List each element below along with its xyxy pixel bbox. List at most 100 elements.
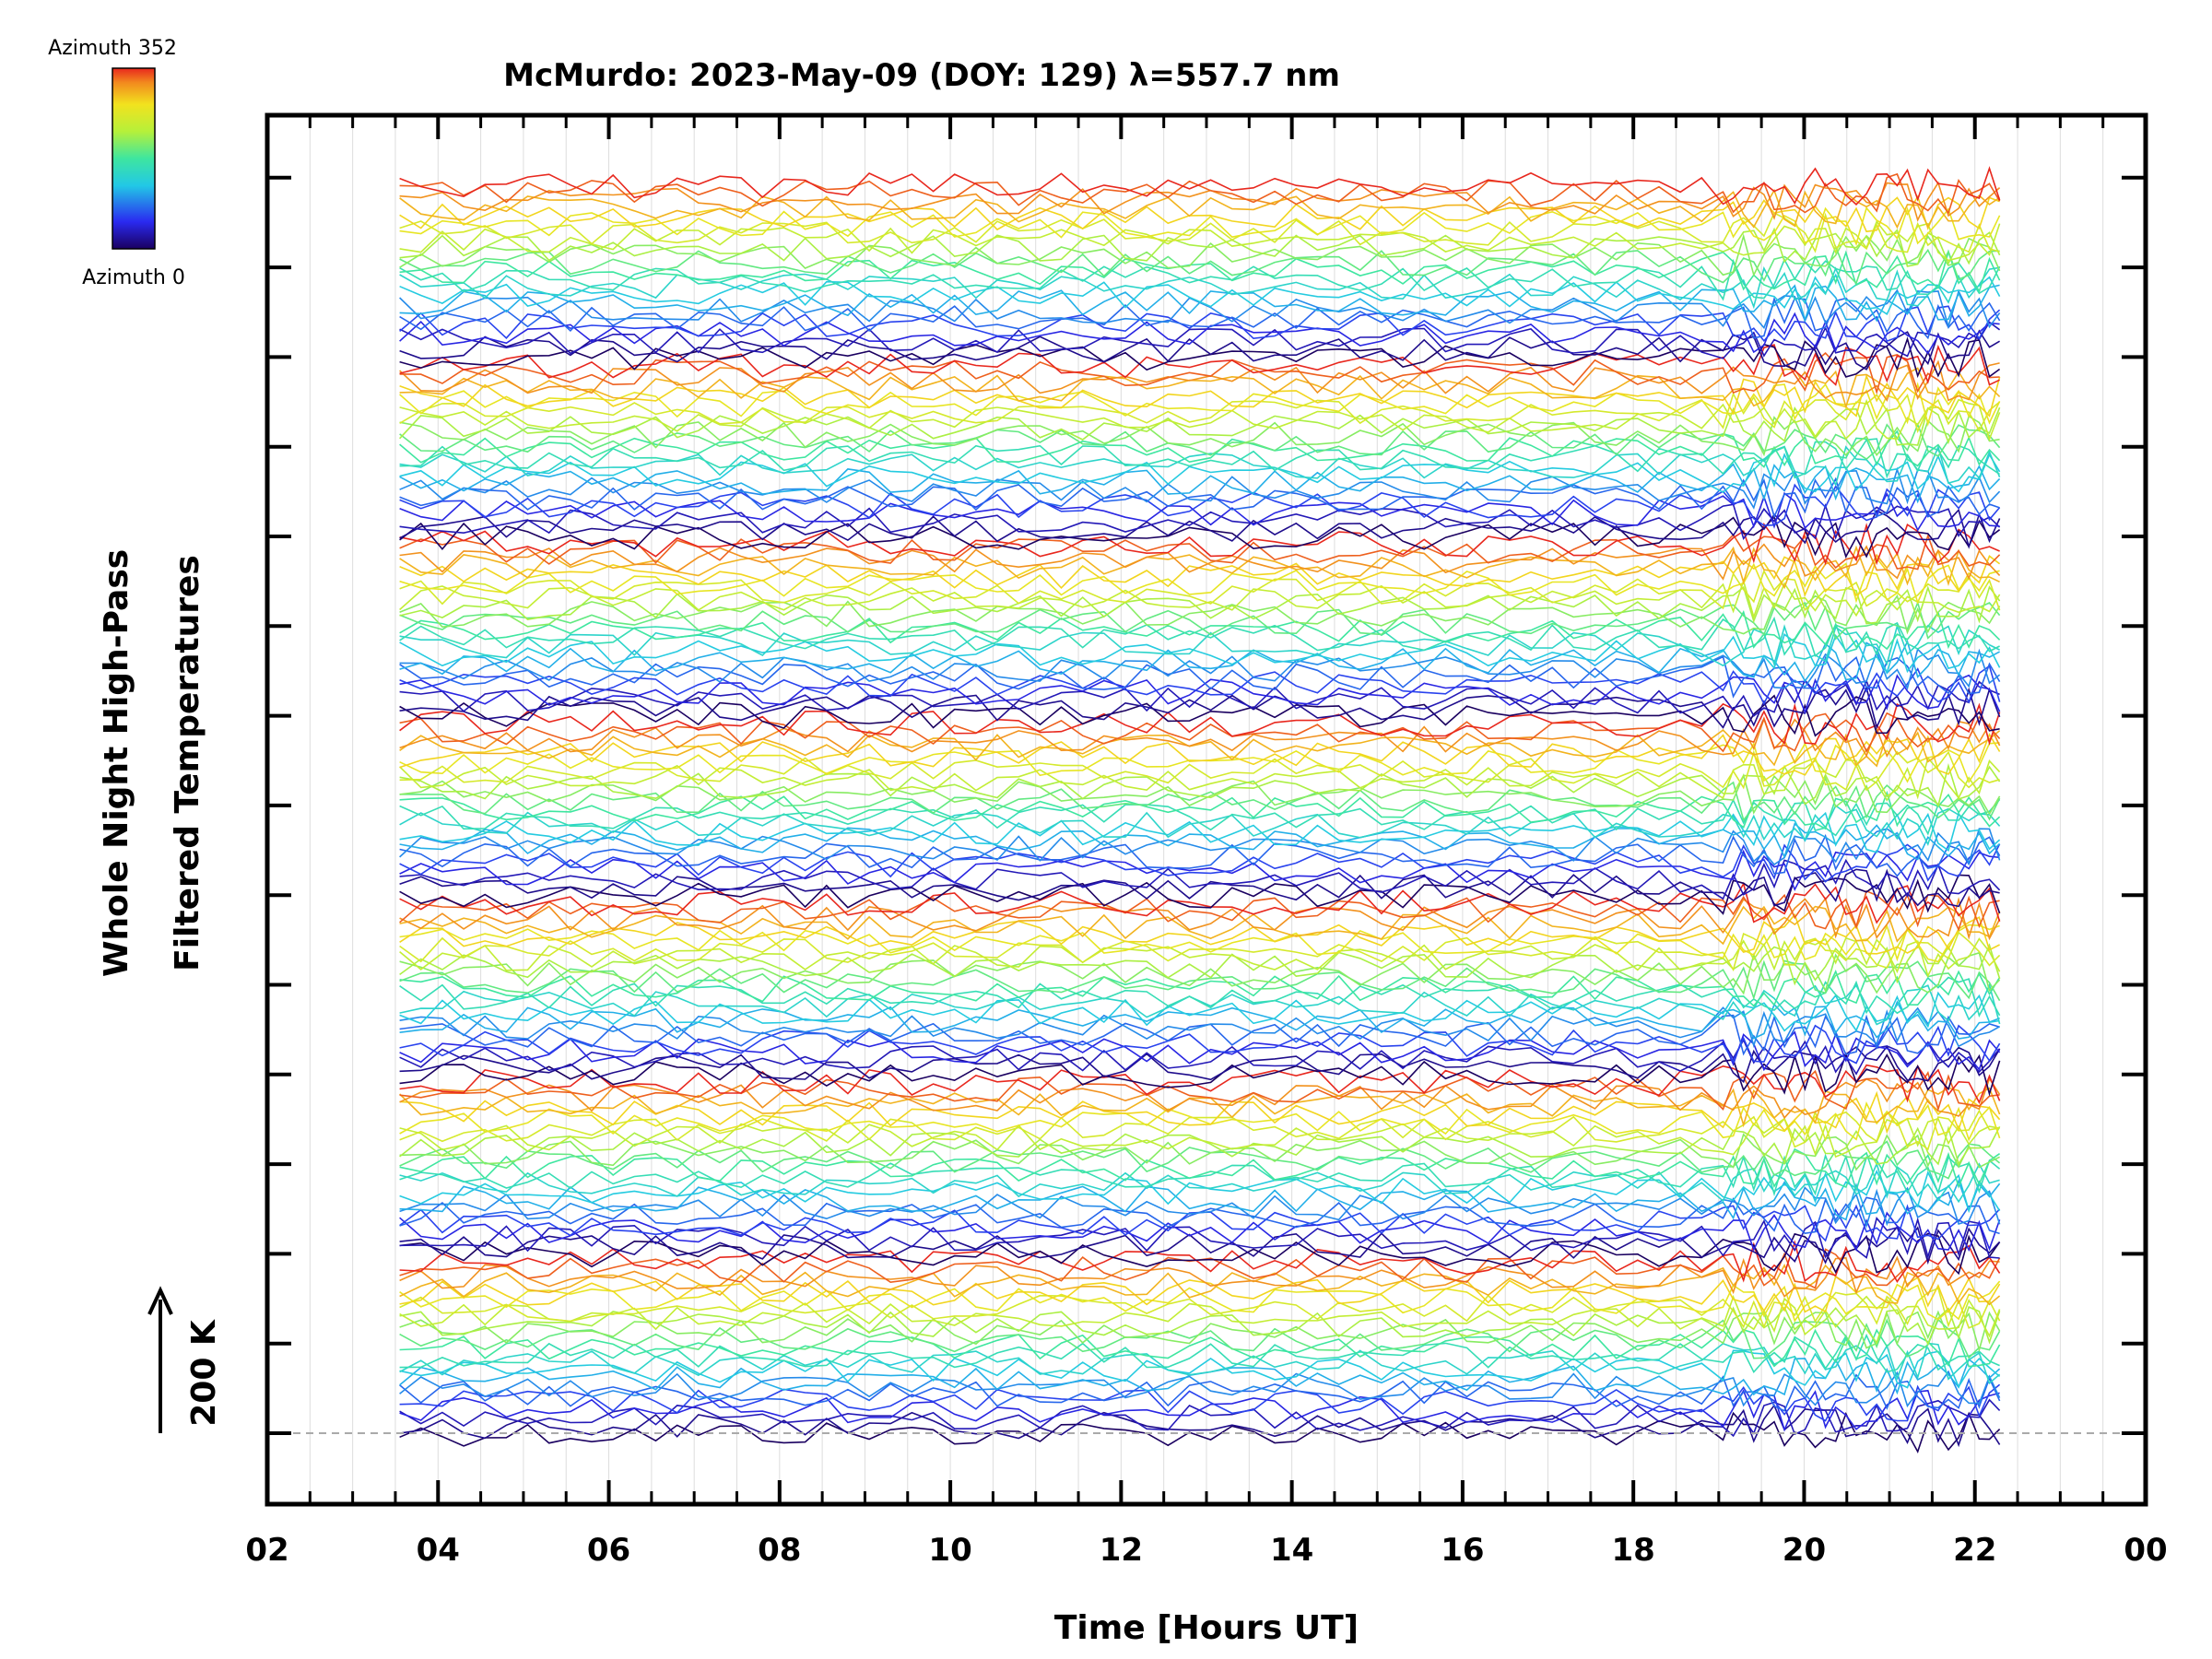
series-line <box>399 1398 2001 1438</box>
series-line <box>399 392 2001 434</box>
series-line <box>399 1044 2001 1084</box>
series-line <box>399 398 2001 441</box>
series-line <box>399 623 2000 667</box>
axis-ticks <box>265 115 2147 1504</box>
x-tick-label: 16 <box>1441 1532 1484 1569</box>
series-line <box>399 1101 2001 1142</box>
series-line <box>399 712 2001 753</box>
x-tick-label: 20 <box>1783 1532 1826 1569</box>
series-line <box>399 166 2001 206</box>
x-tick-label: 06 <box>587 1532 630 1569</box>
series-line <box>399 790 2001 830</box>
series-line <box>399 1404 2001 1448</box>
series-line <box>399 233 2001 277</box>
series-line <box>399 762 2001 808</box>
series-line <box>399 849 2000 892</box>
series-line <box>399 991 2000 1032</box>
series-line <box>399 188 2001 229</box>
series-line <box>399 811 2001 853</box>
series-line <box>399 578 2001 620</box>
series-line <box>399 336 2001 379</box>
series-line <box>399 1133 2000 1171</box>
series-line <box>399 600 2001 641</box>
series-line <box>399 1125 2001 1166</box>
series-line <box>399 1147 2001 1189</box>
series-line <box>399 1255 2000 1298</box>
series-line <box>399 685 2001 730</box>
series-line <box>399 936 2001 979</box>
series-line <box>399 610 2001 651</box>
series-line <box>399 804 2001 847</box>
series-line <box>399 822 2001 861</box>
series-line <box>399 284 2000 323</box>
series-line <box>399 924 2000 963</box>
series-line <box>399 594 2001 635</box>
series-line <box>399 729 2001 768</box>
series-line <box>399 206 2001 247</box>
series-line <box>399 640 2000 683</box>
colorbar-gradient <box>112 67 156 250</box>
y-axis-title-line1: Whole Night High-Pass <box>98 549 135 977</box>
x-tick-label: 22 <box>1953 1532 1996 1569</box>
series-line <box>399 749 2000 792</box>
series-line <box>399 1077 2001 1120</box>
series-line <box>399 1318 2001 1359</box>
series-line <box>399 172 2001 215</box>
series-line <box>399 1069 2000 1112</box>
series-line <box>399 1030 2001 1072</box>
colorbar: Azimuth 352 Azimuth 0 <box>48 37 185 289</box>
series-line <box>399 543 2001 581</box>
series-line <box>399 367 2001 409</box>
series-line <box>399 833 2001 877</box>
series-line <box>399 344 2000 386</box>
series-line <box>399 1225 2001 1265</box>
series-line <box>399 1280 2001 1323</box>
series-line <box>399 545 2000 590</box>
series-line <box>399 219 2001 262</box>
series-line <box>399 1204 2001 1242</box>
series-line <box>399 438 2001 479</box>
series-line <box>399 1178 2001 1221</box>
series-line <box>399 678 2000 718</box>
series-line <box>399 373 2001 418</box>
series-line <box>399 415 2000 457</box>
series-line <box>399 1294 2001 1338</box>
series-line <box>399 1248 2001 1289</box>
series-line <box>399 1232 2001 1276</box>
series-line <box>399 249 2001 294</box>
series-line <box>399 647 2001 690</box>
x-tick-label: 02 <box>245 1532 288 1569</box>
series-line <box>399 444 2001 488</box>
series-line <box>399 359 2000 402</box>
series-line <box>399 889 2000 932</box>
series-line <box>399 1109 2000 1151</box>
series-line <box>399 1373 2001 1412</box>
series-line <box>399 1389 2000 1432</box>
series-line <box>399 321 2001 359</box>
scale-arrowhead <box>147 1286 173 1315</box>
series-line <box>399 1117 2000 1159</box>
series-line <box>399 843 2001 883</box>
series-line <box>399 912 2000 955</box>
series-line <box>399 741 2000 784</box>
x-tick-label: 14 <box>1270 1532 1313 1569</box>
series-line <box>399 828 2001 866</box>
series-line <box>399 212 2000 253</box>
colorbar-min-label: Azimuth 0 <box>82 266 185 289</box>
series-line <box>399 273 2001 315</box>
series-line <box>399 1349 2001 1389</box>
series-line <box>399 674 2001 715</box>
series-line <box>399 1006 2000 1049</box>
series-line <box>399 351 2000 395</box>
series-line <box>399 1287 2001 1329</box>
series-line <box>399 702 2001 746</box>
x-axis-title: Time [Hours UT] <box>1054 1609 1359 1647</box>
series-line <box>399 288 2001 330</box>
series-line <box>399 632 2001 675</box>
series-line <box>399 982 2001 1026</box>
series-line <box>399 491 2000 532</box>
colorbar-max-label: Azimuth 352 <box>48 37 177 60</box>
series-line <box>399 781 2001 822</box>
series-line <box>399 257 2001 301</box>
